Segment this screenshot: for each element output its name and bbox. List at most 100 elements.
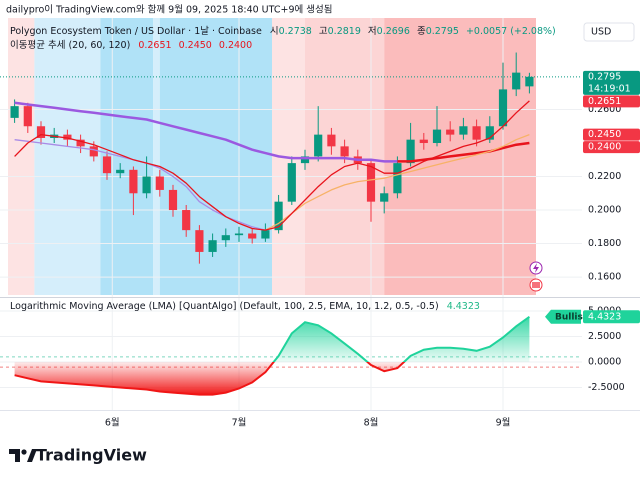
ohlc-value: 0.2819 [328, 26, 361, 37]
background-zone [159, 18, 272, 295]
change: +0.0057 (+2.08%) [466, 26, 556, 37]
ohlc-value: 0.2696 [377, 26, 410, 37]
candle-body [446, 129, 455, 135]
price-box [583, 128, 640, 141]
x-tick-label: 6월 [105, 417, 120, 429]
ohlc-value: 0.2738 [279, 26, 312, 37]
candle-body [129, 169, 138, 194]
ohlc-label: 저 [368, 26, 377, 37]
currency-box[interactable] [583, 22, 635, 42]
candle-body [23, 106, 32, 127]
y-tick-label: 0.2000 [588, 205, 621, 216]
candle-body [327, 134, 336, 147]
y-tick-label: 0.0000 [588, 356, 621, 367]
ma-value: 0.2450 [179, 40, 212, 51]
y-tick-label: 0.2200 [588, 171, 621, 182]
candle-body [221, 235, 230, 241]
value-box-label: 4.4323 [588, 311, 621, 322]
currency[interactable]: USD [591, 27, 611, 38]
candle-body [142, 176, 151, 194]
price-box-label: 0.2450 [588, 129, 621, 140]
y-tick-label: -2.5000 [588, 382, 625, 393]
moving-average [265, 133, 530, 231]
candle-body [498, 89, 508, 127]
candle-body [63, 134, 72, 140]
candle-body [314, 134, 323, 157]
candle-body [274, 201, 283, 231]
y-tick-label: 0.1600 [588, 272, 621, 283]
candle-body [89, 146, 98, 157]
candle-body [485, 126, 494, 140]
branding: TradingView [36, 446, 147, 465]
event-icon-glyph [532, 282, 540, 288]
candle-body [393, 163, 402, 194]
credit: dailypro이 TradingView.com와 함께 9월 09, 202… [6, 4, 333, 16]
logo-mark [9, 449, 20, 462]
candle-body [406, 139, 415, 164]
y-tick-label: 2.5000 [588, 331, 621, 342]
x-tick-label: 9월 [496, 417, 511, 429]
candle-body [36, 126, 46, 138]
background-zone [34, 18, 101, 295]
oscillator-line [14, 361, 406, 396]
candle-body [76, 139, 85, 147]
candle-body [287, 163, 296, 202]
ohlc-value: 0.2795 [426, 26, 459, 37]
price-box-label: 0.2651 [588, 96, 621, 107]
candle-body [102, 156, 112, 174]
oscillator-area [14, 316, 530, 362]
y-tick-label: 0.2600 [588, 104, 621, 115]
candle-body [10, 106, 19, 118]
ma-legend: 이동평균 추세 (20, 60, 120) 0.2651 0.2450 0.24… [10, 40, 252, 51]
candle-body [512, 72, 521, 90]
candle-body [340, 146, 349, 157]
candle-body [195, 230, 204, 252]
lma-value: 4.4323 [447, 301, 480, 312]
candle-body [208, 240, 217, 252]
price-box [583, 95, 640, 108]
ohlc-label: 고 [319, 26, 328, 37]
signal-label: Bullish [555, 312, 589, 322]
candle-body [419, 139, 428, 144]
candle-body [116, 169, 125, 174]
candle-body [366, 163, 376, 202]
logo-mark [27, 449, 37, 462]
candle-body [168, 189, 178, 211]
main-layer: 0.26000.22000.20000.18000.16005.00002.50… [0, 52, 640, 429]
candle-body [300, 156, 310, 164]
oscillator-line [272, 315, 530, 362]
candle-body [459, 126, 468, 135]
ma-value: 0.2651 [138, 40, 171, 51]
candle-body [261, 230, 270, 239]
candle-body [182, 210, 191, 231]
candle-body [248, 233, 257, 239]
x-tick-label: 8월 [364, 417, 379, 429]
countdown-label: 14:19:01 [588, 83, 631, 94]
event-icon-glyph [533, 263, 539, 273]
signal-tag [545, 309, 581, 324]
candle-body [380, 193, 389, 202]
price-box-label: 0.2400 [588, 142, 621, 153]
symbol-title: Polygon Ecosystem Token / US Dollar · 1날… [10, 26, 262, 37]
value-box [583, 310, 640, 324]
price-box-label: 0.2795 [588, 71, 621, 82]
lma-title: Logarithmic Moving Average (LMA) [QuantA… [10, 301, 439, 312]
candle-body [234, 233, 244, 236]
price-box [583, 141, 640, 154]
ohlc-label: 시 [270, 26, 279, 37]
ohlc-label: 종 [417, 26, 426, 37]
lma-legend: Logarithmic Moving Average (LMA) [QuantA… [10, 301, 480, 312]
ma-value: 0.2400 [219, 40, 252, 51]
moving-average [14, 101, 398, 163]
background-zone [153, 18, 160, 295]
price-box [583, 70, 640, 95]
candle-body [432, 129, 442, 144]
logo-mark [21, 449, 27, 455]
candle-body [525, 76, 534, 87]
candle-body [472, 126, 481, 140]
moving-average [397, 141, 530, 163]
ma-title: 이동평균 추세 (20, 60, 120) [10, 40, 130, 51]
symbol-header: Polygon Ecosystem Token / US Dollar · 1날… [10, 26, 556, 37]
moving-average [14, 100, 530, 231]
